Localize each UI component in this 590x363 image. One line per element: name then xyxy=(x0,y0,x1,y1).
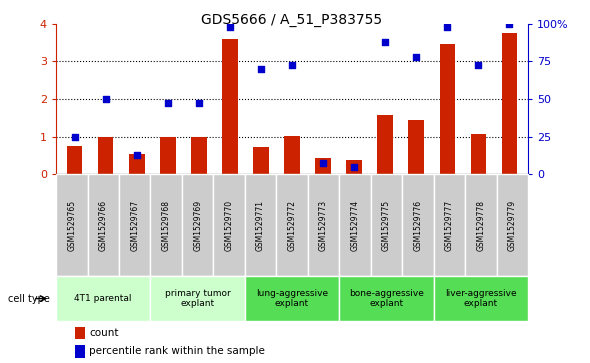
Text: cell type: cell type xyxy=(8,294,53,303)
Text: GSM1529768: GSM1529768 xyxy=(162,200,171,250)
Bar xyxy=(471,134,486,174)
Text: percentile rank within the sample: percentile rank within the sample xyxy=(89,346,265,356)
Bar xyxy=(160,136,176,174)
Bar xyxy=(182,174,214,276)
Text: liver-aggressive
explant: liver-aggressive explant xyxy=(445,289,517,308)
Bar xyxy=(339,174,371,276)
Point xyxy=(70,134,80,139)
Text: 4T1 parental: 4T1 parental xyxy=(74,294,132,303)
Text: lung-aggressive
explant: lung-aggressive explant xyxy=(256,289,328,308)
Text: GSM1529767: GSM1529767 xyxy=(130,200,139,250)
Bar xyxy=(245,174,276,276)
Bar xyxy=(214,174,245,276)
Bar xyxy=(87,174,119,276)
Point xyxy=(319,160,328,166)
Text: primary tumor
explant: primary tumor explant xyxy=(165,289,231,308)
Bar xyxy=(191,136,206,174)
Text: GSM1529771: GSM1529771 xyxy=(256,200,265,250)
Text: GDS5666 / A_51_P383755: GDS5666 / A_51_P383755 xyxy=(202,13,382,27)
Bar xyxy=(67,146,83,174)
Bar xyxy=(440,44,455,174)
Bar xyxy=(408,120,424,174)
Text: GSM1529772: GSM1529772 xyxy=(287,200,297,250)
Bar xyxy=(497,174,528,276)
Text: GSM1529769: GSM1529769 xyxy=(193,200,202,250)
Point xyxy=(442,24,452,30)
Point xyxy=(256,66,266,72)
Bar xyxy=(378,115,393,174)
Point xyxy=(194,100,204,106)
Bar xyxy=(245,276,339,321)
Text: GSM1529777: GSM1529777 xyxy=(445,200,454,250)
Bar xyxy=(402,174,434,276)
Text: GSM1529775: GSM1529775 xyxy=(382,200,391,250)
Bar xyxy=(346,160,362,174)
Text: GSM1529765: GSM1529765 xyxy=(67,200,76,250)
Point xyxy=(381,40,390,45)
Bar xyxy=(253,147,269,174)
Text: GSM1529770: GSM1529770 xyxy=(225,200,234,250)
Bar xyxy=(371,174,402,276)
Bar xyxy=(75,345,86,358)
Bar xyxy=(339,276,434,321)
Bar xyxy=(56,276,150,321)
Text: count: count xyxy=(89,328,119,338)
Bar xyxy=(308,174,339,276)
Bar xyxy=(150,174,182,276)
Point xyxy=(225,24,235,30)
Text: GSM1529779: GSM1529779 xyxy=(508,200,517,250)
Bar xyxy=(150,276,245,321)
Point xyxy=(504,21,514,26)
Bar xyxy=(502,33,517,174)
Point xyxy=(474,62,483,68)
Bar xyxy=(434,174,465,276)
Bar xyxy=(284,136,300,174)
Point xyxy=(349,164,359,170)
Text: GSM1529778: GSM1529778 xyxy=(476,200,486,250)
Bar xyxy=(98,136,113,174)
Point xyxy=(163,100,172,106)
Point xyxy=(101,96,110,102)
Text: bone-aggressive
explant: bone-aggressive explant xyxy=(349,289,424,308)
Text: GSM1529774: GSM1529774 xyxy=(350,200,359,250)
Bar xyxy=(315,158,331,174)
Bar xyxy=(465,174,497,276)
Point xyxy=(287,62,297,68)
Bar xyxy=(119,174,150,276)
Bar xyxy=(75,327,86,339)
Bar xyxy=(56,174,87,276)
Bar xyxy=(129,154,145,174)
Bar xyxy=(276,174,308,276)
Bar xyxy=(222,40,238,174)
Point xyxy=(132,152,142,158)
Point xyxy=(412,54,421,60)
Text: GSM1529766: GSM1529766 xyxy=(99,200,108,250)
Text: GSM1529776: GSM1529776 xyxy=(414,200,422,250)
Bar xyxy=(434,276,528,321)
Text: GSM1529773: GSM1529773 xyxy=(319,200,328,250)
